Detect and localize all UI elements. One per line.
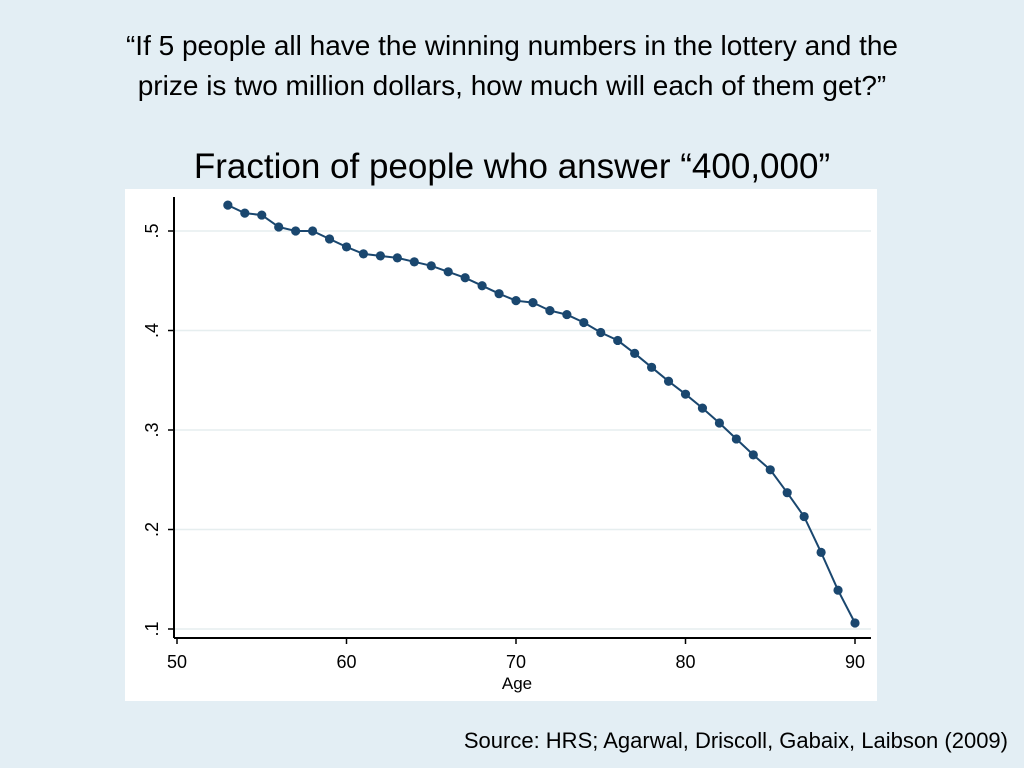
data-point xyxy=(596,327,606,338)
question-line-1: “If 5 people all have the winning number… xyxy=(125,30,899,61)
data-point xyxy=(291,226,301,236)
axes: .1 .2 .3 .4 .5 50 60 70 80 90 xyxy=(142,197,871,672)
x-axis-label: Age xyxy=(502,674,532,693)
data-point xyxy=(358,249,369,259)
data-point xyxy=(765,465,775,475)
data-point xyxy=(324,234,335,244)
data-point xyxy=(494,289,504,299)
y-tick-label: .4 xyxy=(142,323,162,338)
data-point xyxy=(511,296,521,306)
x-tick-label: 80 xyxy=(675,652,695,672)
data-point xyxy=(748,450,758,460)
data-series xyxy=(223,200,860,628)
y-tick-label: .3 xyxy=(142,422,162,437)
gridlines xyxy=(174,197,871,638)
data-point xyxy=(663,376,674,386)
line-chart: .1 .2 .3 .4 .5 50 60 70 80 90 Age xyxy=(125,189,877,701)
x-tick-label: 70 xyxy=(506,652,526,672)
data-point xyxy=(257,210,267,220)
x-tick-label: 90 xyxy=(845,652,865,672)
y-tick-label: .1 xyxy=(142,621,162,636)
question-line-2: prize is two million dollars, how much w… xyxy=(137,70,887,101)
data-point xyxy=(816,547,826,557)
data-point xyxy=(562,309,572,320)
data-point xyxy=(240,208,250,218)
y-tick-label: .5 xyxy=(142,223,162,238)
chart-title: Fraction of people who answer “400,000” xyxy=(193,147,831,186)
data-point xyxy=(223,200,233,210)
data-point xyxy=(697,403,708,413)
data-point xyxy=(579,317,589,328)
data-point xyxy=(545,306,555,316)
plot-area xyxy=(174,197,871,638)
data-point xyxy=(308,226,318,236)
question-text: “If 5 people all have the winning number… xyxy=(20,26,1004,106)
data-point xyxy=(782,488,792,498)
data-point xyxy=(799,511,809,522)
data-point xyxy=(443,267,453,277)
data-point xyxy=(833,585,843,595)
x-tick-label: 60 xyxy=(336,652,356,672)
data-point xyxy=(460,273,470,283)
data-point xyxy=(392,253,402,263)
data-point xyxy=(731,434,741,444)
data-point xyxy=(426,261,436,271)
data-point xyxy=(680,389,691,399)
data-point xyxy=(528,298,538,308)
data-point xyxy=(630,348,640,358)
data-point xyxy=(409,257,419,267)
y-tick-label: .2 xyxy=(142,522,162,537)
chart-panel: .1 .2 .3 .4 .5 50 60 70 80 90 Age xyxy=(125,189,877,701)
data-point xyxy=(274,222,284,232)
data-point xyxy=(341,242,352,252)
data-point xyxy=(375,251,385,261)
data-point xyxy=(477,281,487,291)
x-tick-label: 50 xyxy=(167,652,187,672)
source-citation: Source: HRS; Agarwal, Driscoll, Gabaix, … xyxy=(463,728,1008,753)
data-point xyxy=(850,618,860,628)
data-point xyxy=(647,362,657,372)
data-point xyxy=(613,335,623,346)
data-point xyxy=(714,418,725,428)
